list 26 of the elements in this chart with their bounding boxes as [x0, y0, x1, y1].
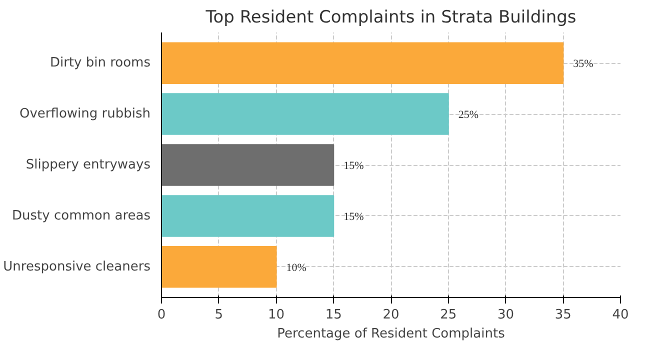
x-tick-label: 40 — [612, 308, 629, 322]
data-label: 15% — [344, 160, 364, 172]
bar — [162, 144, 334, 186]
y-tick-label: Dusty common areas — [12, 208, 151, 224]
y-tick-label: Unresponsive cleaners — [3, 259, 151, 274]
bar — [162, 246, 277, 288]
x-tick-label: 25 — [440, 308, 457, 322]
bar — [162, 42, 564, 84]
y-tick-label: Dirty bin rooms — [50, 56, 151, 71]
data-label: 15% — [344, 210, 364, 223]
y-tick-label: Overflowing rubbish — [20, 106, 151, 122]
x-tick-label: 30 — [497, 308, 514, 322]
data-label: 25% — [458, 109, 479, 122]
y-tick-label: Slippery entryways — [26, 158, 151, 172]
x-tick-label: 20 — [382, 308, 400, 322]
chart-title: Top Resident Complaints in Strata Buildings — [204, 8, 576, 28]
bar — [162, 195, 334, 237]
data-label: 35% — [573, 58, 594, 70]
x-tick-label: 35 — [554, 308, 572, 322]
data-label: 10% — [286, 262, 306, 274]
x-tick-label: 15 — [325, 308, 342, 322]
x-tick-label: 5 — [214, 308, 224, 322]
x-tick-label: 10 — [268, 308, 285, 322]
x-axis-title: Percentage of Resident Complaints — [277, 326, 506, 342]
x-tick-label: 0 — [157, 308, 166, 322]
bar — [162, 93, 449, 135]
